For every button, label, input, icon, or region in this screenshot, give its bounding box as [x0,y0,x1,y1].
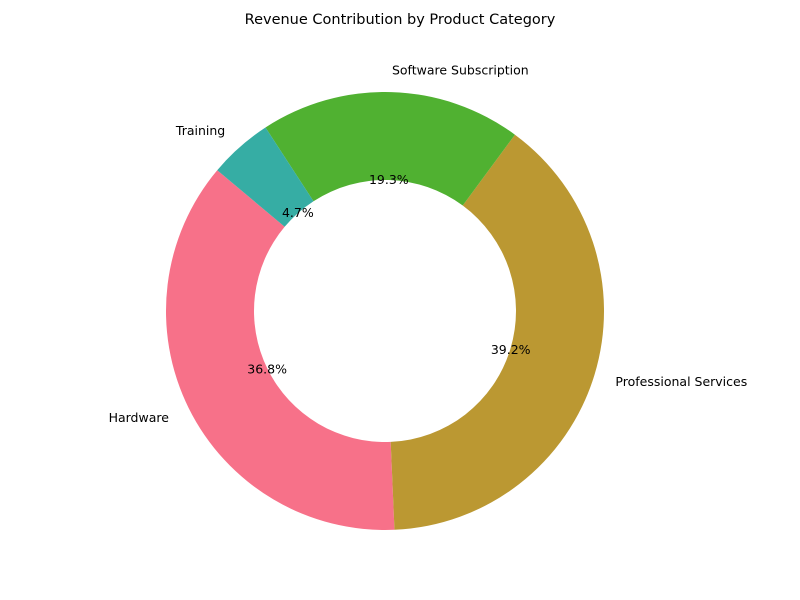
slice-software-subscription [265,92,515,206]
donut-slices [166,92,604,530]
category-labels: Hardware Professional Services Software Su… [109,63,748,425]
percent-label-professional-services: 39.2% [491,342,531,357]
percent-label-hardware: 36.8% [247,362,287,377]
category-label-professional-services: Professional Services [615,374,747,389]
category-label-training: Training [175,123,225,138]
percent-label-training: 4.7% [282,205,314,220]
percent-label-software-subscription: 19.3% [369,172,409,187]
slice-professional-services [390,134,604,530]
category-label-software-subscription: Software Subscription [392,63,529,78]
slice-hardware [166,170,395,530]
chart-title: Revenue Contribution by Product Category [244,12,556,28]
slice-training [217,127,314,227]
percent-labels: 36.8% 39.2% 19.3% 4.7% [247,172,530,376]
category-label-hardware: Hardware [109,410,170,425]
